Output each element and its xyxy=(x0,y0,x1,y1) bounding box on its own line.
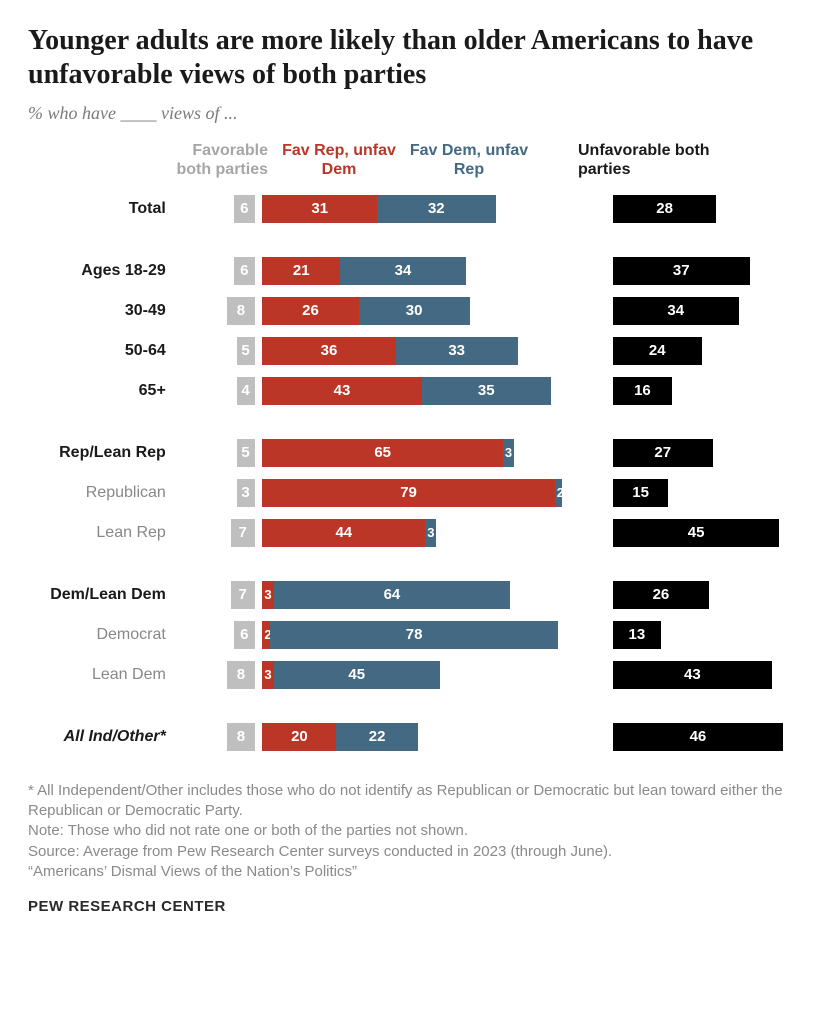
fav-dem-bar: 30 xyxy=(359,297,470,325)
fav-rep-bar: 43 xyxy=(262,377,421,405)
unfav-both-bar: 37 xyxy=(613,257,750,285)
data-row: Lean Rep 7443 45 xyxy=(28,517,790,549)
unfav-both-bar: 13 xyxy=(613,621,661,649)
row-label: Ages 18-29 xyxy=(28,262,176,280)
data-row: All Ind/Other* 8 2022 46 xyxy=(28,721,790,753)
data-row: Rep/Lean Rep 5653 27 xyxy=(28,437,790,469)
note-line: “Americans’ Dismal Views of the Nation’s… xyxy=(28,862,790,882)
fav-dem-bar: 64 xyxy=(274,581,511,609)
fav-both-bar: 7 xyxy=(231,581,255,609)
row-label: Republican xyxy=(28,484,176,502)
unfav-both-bar: 24 xyxy=(613,337,702,365)
row-label: 65+ xyxy=(28,382,176,400)
fav-both-bar: 8 xyxy=(227,723,254,751)
unfav-both-bar: 27 xyxy=(613,439,713,467)
fav-both-bar: 4 xyxy=(237,377,255,405)
fav-both-bar: 8 xyxy=(227,661,254,689)
fav-dem-bar: 33 xyxy=(396,337,518,365)
row-label: Lean Rep xyxy=(28,524,176,542)
fav-both-bar: 6 xyxy=(234,621,254,649)
legend-unfav-both: Unfavorable both parties xyxy=(578,142,728,179)
fav-dem-bar: 3 xyxy=(425,519,436,547)
unfav-both-bar: 45 xyxy=(613,519,780,547)
fav-dem-bar: 34 xyxy=(340,257,466,285)
data-row: Democrat 6278 13 xyxy=(28,619,790,651)
fav-rep-bar: 79 xyxy=(262,479,554,507)
fav-rep-bar: 26 xyxy=(262,297,358,325)
row-label: 50-64 xyxy=(28,342,176,360)
unfav-both-bar: 16 xyxy=(613,377,672,405)
fav-rep-bar: 3 xyxy=(262,581,273,609)
legend-fav-both: Favorable both parties xyxy=(172,142,268,179)
fav-dem-bar: 78 xyxy=(270,621,559,649)
chart-title: Younger adults are more likely than olde… xyxy=(28,24,790,91)
data-row: Republican 3792 15 xyxy=(28,477,790,509)
brand: PEW RESEARCH CENTER xyxy=(28,898,790,915)
fav-dem-bar: 3 xyxy=(503,439,514,467)
row-label: All Ind/Other* xyxy=(28,728,176,746)
row-label: Total xyxy=(28,200,176,218)
fav-both-bar: 5 xyxy=(237,439,255,467)
fav-rep-bar: 20 xyxy=(262,723,336,751)
fav-rep-bar: 31 xyxy=(262,195,377,223)
row-label: Lean Dem xyxy=(28,666,176,684)
data-row: 65+ 44335 16 xyxy=(28,375,790,407)
row-label: 30-49 xyxy=(28,302,176,320)
legend: Favorable both parties Fav Rep, unfav De… xyxy=(172,142,790,179)
fav-rep-bar: 44 xyxy=(262,519,425,547)
fav-both-bar: 6 xyxy=(234,257,254,285)
note-line: Source: Average from Pew Research Center… xyxy=(28,842,790,862)
unfav-both-bar: 28 xyxy=(613,195,717,223)
data-row: Ages 18-29 6 2134 37 xyxy=(28,255,790,287)
note-line: * All Independent/Other includes those w… xyxy=(28,781,790,822)
unfav-both-bar: 43 xyxy=(613,661,772,689)
fav-dem-bar: 22 xyxy=(336,723,417,751)
unfav-both-bar: 15 xyxy=(613,479,669,507)
fav-dem-bar: 32 xyxy=(377,195,495,223)
fav-dem-bar: 2 xyxy=(555,479,562,507)
fav-both-bar: 5 xyxy=(237,337,255,365)
unfav-both-bar: 46 xyxy=(613,723,783,751)
note-line: Note: Those who did not rate one or both… xyxy=(28,821,790,841)
fav-both-bar: 8 xyxy=(227,297,254,325)
chart-body: Total6313228Ages 18-29621343730-49826303… xyxy=(28,193,790,753)
unfav-both-bar: 26 xyxy=(613,581,709,609)
row-label: Dem/Lean Dem xyxy=(28,586,176,604)
data-row: Lean Dem 8345 43 xyxy=(28,659,790,691)
fav-rep-bar: 3 xyxy=(262,661,273,689)
data-row: 30-49 8 2630 34 xyxy=(28,295,790,327)
fav-dem-bar: 35 xyxy=(422,377,552,405)
data-row: 50-64 53633 24 xyxy=(28,335,790,367)
legend-fav-dem: Fav Dem, unfav Rep xyxy=(404,142,534,179)
row-label: Rep/Lean Rep xyxy=(28,444,176,462)
fav-rep-bar: 21 xyxy=(262,257,340,285)
fav-rep-bar: 2 xyxy=(262,621,269,649)
chart-notes: * All Independent/Other includes those w… xyxy=(28,781,790,882)
chart-subtitle: % who have ____ views of ... xyxy=(28,103,790,124)
fav-both-bar: 6 xyxy=(234,195,254,223)
row-label: Democrat xyxy=(28,626,176,644)
fav-dem-bar: 45 xyxy=(274,661,441,689)
fav-both-bar: 7 xyxy=(231,519,255,547)
fav-rep-bar: 36 xyxy=(262,337,395,365)
fav-both-bar: 3 xyxy=(237,479,255,507)
unfav-both-bar: 34 xyxy=(613,297,739,325)
legend-fav-rep: Fav Rep, unfav Dem xyxy=(274,142,404,179)
data-row: Total 6 3132 28 xyxy=(28,193,790,225)
fav-rep-bar: 65 xyxy=(262,439,503,467)
data-row: Dem/Lean Dem 7364 26 xyxy=(28,579,790,611)
